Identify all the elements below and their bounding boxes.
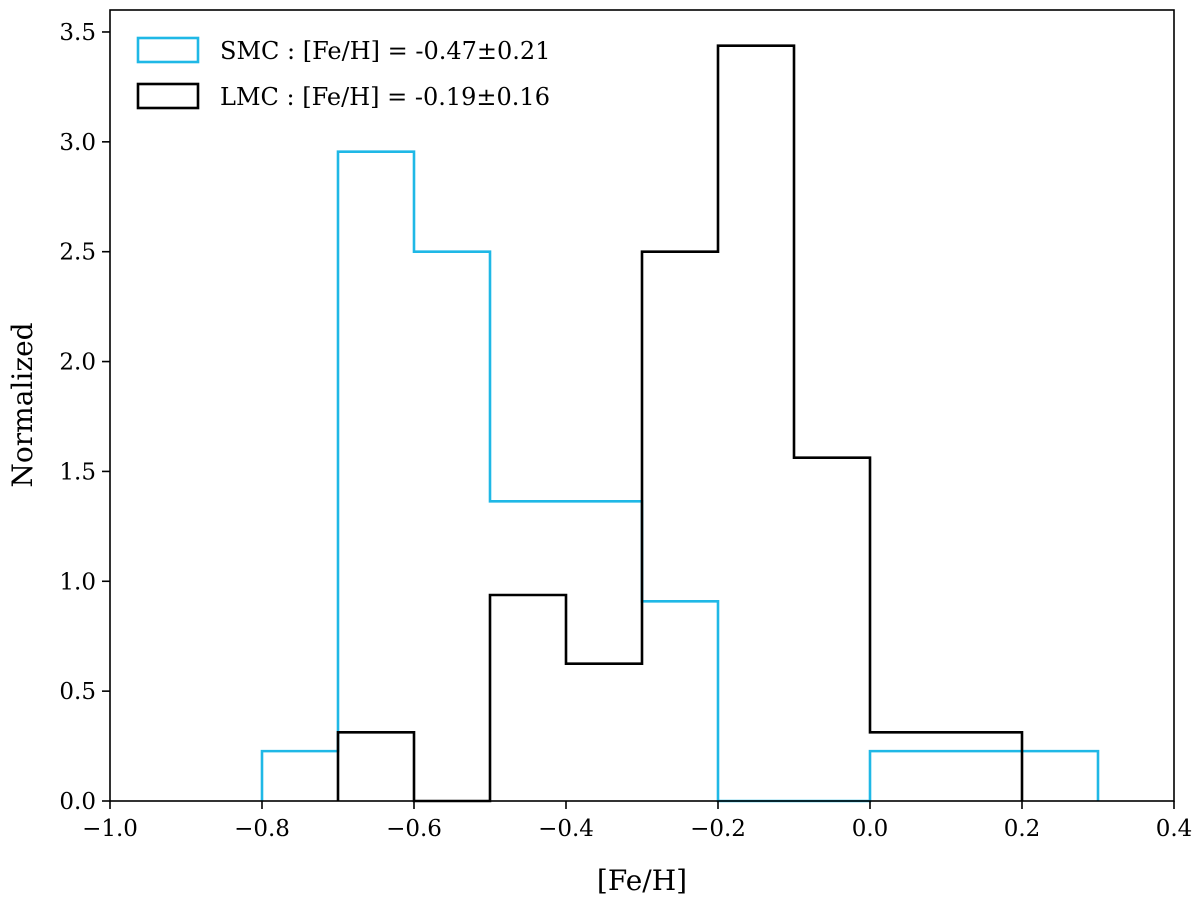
- y-tick-label: 0.5: [59, 679, 96, 705]
- y-tick-label: 3.5: [59, 20, 96, 46]
- x-tick-label: −0.2: [690, 816, 746, 842]
- x-axis-ticks: −1.0 −0.8 −0.6 −0.4 −0.2 0.0 0.2 0.4: [82, 801, 1192, 842]
- x-tick-label: 0.0: [852, 816, 889, 842]
- x-tick-label: 0.4: [1156, 816, 1193, 842]
- y-tick-label: 2.5: [59, 240, 96, 266]
- histogram-series-layer: [260, 44, 1100, 803]
- y-tick-label: 0.0: [59, 789, 96, 815]
- x-tick-label: 0.2: [1004, 816, 1041, 842]
- x-tick-label: −0.8: [234, 816, 290, 842]
- y-tick-label: 1.0: [59, 569, 96, 595]
- x-tick-label: −0.6: [386, 816, 442, 842]
- legend-label-smc: SMC : [Fe/H] = -0.47±0.21: [220, 37, 550, 65]
- y-axis-ticks: 0.0 0.5 1.0 1.5 2.0 2.5 3.0 3.5: [59, 20, 110, 815]
- plot-area-frame: [109, 9, 1175, 802]
- legend-label-lmc: LMC : [Fe/H] = -0.19±0.16: [220, 83, 550, 111]
- histogram-series-lmc: [336, 44, 1024, 803]
- y-tick-label: 3.0: [59, 130, 96, 156]
- x-tick-label: −1.0: [82, 816, 138, 842]
- y-axis-label: Normalized: [6, 322, 39, 487]
- legend-swatch-smc: [136, 36, 200, 64]
- legend-swatch-lmc: [136, 82, 200, 110]
- histogram-series-smc: [260, 150, 1100, 803]
- x-tick-label: −0.4: [538, 816, 594, 842]
- y-tick-label: 2.0: [59, 350, 96, 376]
- x-axis-label: [Fe/H]: [597, 864, 687, 897]
- legend: SMC : [Fe/H] = -0.47±0.21 LMC : [Fe/H] = …: [136, 36, 550, 111]
- y-tick-label: 1.5: [59, 459, 96, 485]
